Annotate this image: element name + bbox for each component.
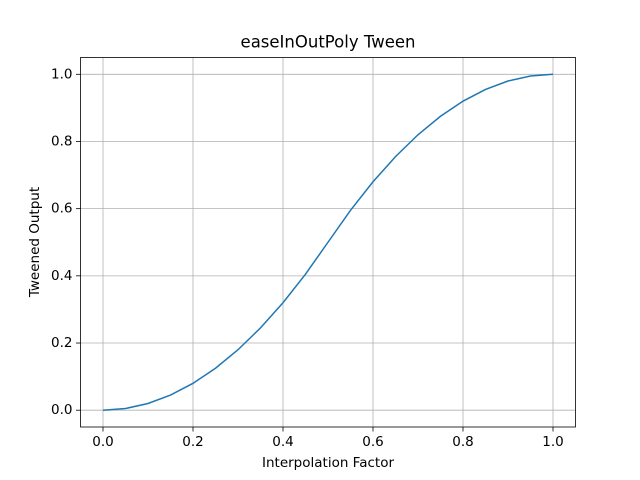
- y-tick-label: 0.2: [51, 335, 72, 351]
- y-tick-label: 0.4: [51, 268, 72, 284]
- chart-title: easeInOutPoly Tween: [241, 33, 416, 52]
- plot-frame: [80, 57, 576, 428]
- y-tick-label: 1.0: [51, 66, 72, 82]
- y-tick-label: 0.8: [51, 133, 72, 149]
- x-tick-label: 1.0: [542, 434, 563, 450]
- x-tick-label: 0.2: [182, 434, 203, 450]
- x-tick-label: 0.8: [452, 434, 473, 450]
- y-axis-label: Tweened Output: [27, 187, 43, 298]
- y-tick-label: 0.0: [51, 402, 72, 418]
- x-tick-label: 0.6: [362, 434, 383, 450]
- y-tick-label: 0.6: [51, 201, 72, 217]
- x-tick-label: 0.4: [272, 434, 293, 450]
- data-line: [102, 73, 554, 411]
- x-axis-label: Interpolation Factor: [262, 455, 394, 471]
- grid: [80, 57, 576, 427]
- x-tick-label: 0.0: [92, 434, 113, 450]
